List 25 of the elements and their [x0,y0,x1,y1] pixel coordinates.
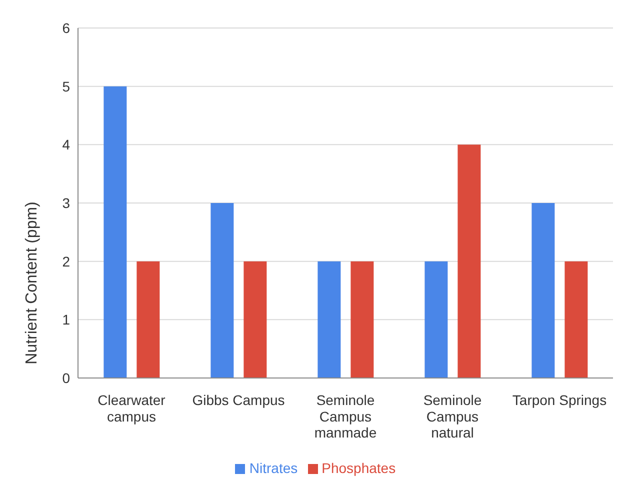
bar [424,261,448,378]
y-tick-label: 4 [62,136,70,153]
y-tick-label: 5 [62,78,70,94]
y-tick-label: 1 [62,312,70,328]
x-tick-label: Seminole Campus manmade [314,392,377,440]
bar [104,86,127,378]
bar [564,261,588,378]
bar [318,261,341,378]
bar [244,261,267,378]
legend-label: Phosphates [322,460,396,476]
x-tick-label: Seminole Campus natural [423,392,482,440]
bar [210,203,234,378]
y-tick-label: 3 [62,194,70,211]
legend-label: Nitrates [249,460,298,476]
x-tick-label: Gibbs Campus [192,392,285,408]
y-tick-label: 6 [62,20,70,36]
y-axis-title: Nutrient Content (ppm) [24,202,41,364]
bar [350,261,374,378]
bar [458,144,481,378]
x-tick-label: Tarpon Springs [512,392,607,408]
y-tick-label: 2 [62,253,70,270]
x-tick-label: Clearwater campus [98,392,166,424]
bar [532,203,555,378]
bar [136,261,160,378]
y-tick-label: 0 [62,370,70,386]
